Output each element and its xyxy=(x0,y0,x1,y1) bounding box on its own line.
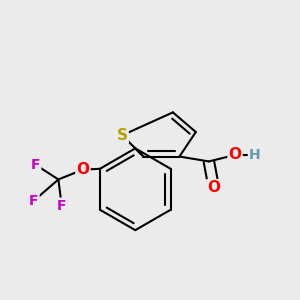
Text: F: F xyxy=(31,158,40,172)
Text: O: O xyxy=(229,147,242,162)
Text: O: O xyxy=(76,162,89,177)
Text: S: S xyxy=(117,128,128,143)
Text: F: F xyxy=(29,194,39,208)
Text: F: F xyxy=(57,199,66,213)
Text: H: H xyxy=(249,148,260,162)
Text: O: O xyxy=(207,180,220,195)
